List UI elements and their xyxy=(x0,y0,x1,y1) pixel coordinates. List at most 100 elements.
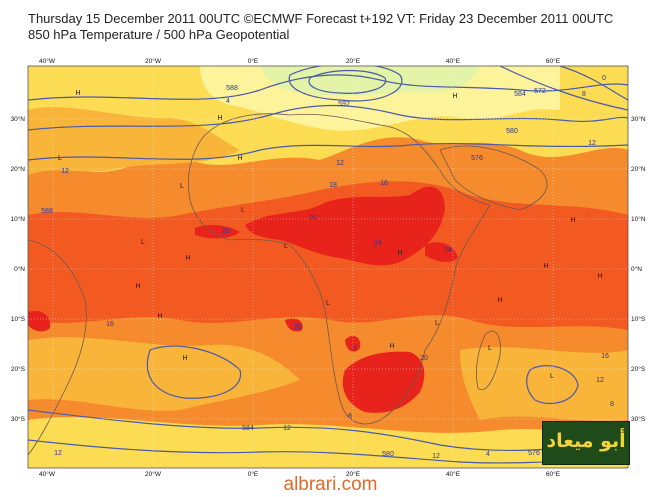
pressure-center-label: L xyxy=(326,300,330,307)
pressure-center-label: L xyxy=(141,239,145,246)
lat-label-right: 30°S xyxy=(631,415,646,423)
contour-labels: 24 20 20 24 20 20 18 16 16 12 12 12 12 12 12 8 8 8 4 4 0 16 12… xyxy=(41,75,614,460)
lat-label-left: 20°N xyxy=(10,165,25,173)
lat-label-right: 10°S xyxy=(631,315,646,323)
contour-label: 20 xyxy=(309,215,317,222)
contour-label: 12 xyxy=(336,160,344,167)
longitude-labels-top: 40°W 20°W 0°E 20°E 40°E 60°E xyxy=(39,57,561,65)
contour-label: 4 xyxy=(226,98,230,105)
lat-label-left: 30°N xyxy=(10,115,25,123)
pressure-center-label: H xyxy=(182,355,187,362)
pressure-center-label: H xyxy=(237,155,242,162)
africa-coastline xyxy=(187,113,491,425)
hot-spot-west-africa xyxy=(195,225,240,239)
latitude-labels-left: 30°N 20°N 10°N 0°N 10°S 20°S 30°S xyxy=(10,115,25,423)
lon-label-bottom: 20°E xyxy=(346,470,361,478)
lat-label-right: 20°N xyxy=(631,165,646,173)
pressure-center-label: L xyxy=(58,155,62,162)
hot-spot-angola xyxy=(345,335,361,352)
contour-label: 12 xyxy=(54,450,62,457)
contour-label: 20 xyxy=(420,355,428,362)
lat-label-right: 20°S xyxy=(631,365,646,373)
lat-label-left: 10°N xyxy=(10,215,25,223)
contour-label: 24 xyxy=(444,247,452,254)
contour-label: 16 xyxy=(380,180,388,187)
pressure-center-label: H xyxy=(452,93,457,100)
contour-label: 12 xyxy=(283,425,291,432)
lon-label-bottom: 0°E xyxy=(248,470,259,478)
lat-label-left: 20°S xyxy=(11,365,26,373)
geopotential-contours xyxy=(28,66,628,464)
lon-label-top: 20°W xyxy=(145,57,162,65)
pressure-center-label: L xyxy=(241,207,245,214)
hot-spot-central-africa xyxy=(245,186,445,266)
pressure-center-label: L xyxy=(435,320,439,327)
lat-label-right: 10°N xyxy=(631,215,646,223)
contour-label: 12 xyxy=(596,377,604,384)
lat-label-right: 0°N xyxy=(631,265,642,273)
pressure-center-label: L xyxy=(488,345,492,352)
pressure-center-label: H xyxy=(75,90,80,97)
lon-label-top: 20°E xyxy=(346,57,361,65)
pressure-center-label: H xyxy=(389,343,394,350)
pressure-center-label: H xyxy=(185,255,190,262)
contour-label: 12 xyxy=(432,453,440,460)
lon-label-top: 40°W xyxy=(39,57,56,65)
logo-text: أبو ميعاد xyxy=(546,430,626,452)
contour-label: 576 xyxy=(528,450,540,457)
longitude-labels-bottom: 40°W 20°W 0°E 20°E 40°E 60°E xyxy=(39,470,561,478)
pressure-center-label: H xyxy=(135,283,140,290)
contour-label: 588 xyxy=(41,208,53,215)
lat-label-left: 0°N xyxy=(14,265,25,273)
pressure-center-label: H xyxy=(157,313,162,320)
temp-band-amber-southeast xyxy=(460,347,628,422)
contour-label: 20 xyxy=(222,228,230,235)
contour-label: 24 xyxy=(374,240,382,247)
contour-label: 12 xyxy=(588,140,596,147)
field-subtitle: 850 hPa Temperature / 500 hPa Geopotenti… xyxy=(28,27,290,42)
lon-label-bottom: 60°E xyxy=(546,470,561,478)
pressure-center-label: L xyxy=(284,243,288,250)
hot-spot-east-africa xyxy=(425,242,458,262)
lon-label-top: 40°E xyxy=(446,57,461,65)
contour-label: 0 xyxy=(602,75,606,82)
site-watermark[interactable]: albrari.com xyxy=(283,474,378,495)
south-america-coastline xyxy=(28,239,87,456)
pressure-center-label: H xyxy=(543,263,548,270)
lon-label-top: 0°E xyxy=(248,57,259,65)
lat-label-right: 30°N xyxy=(631,115,646,123)
lat-label-left: 30°S xyxy=(11,415,26,423)
lon-label-bottom: 40°W xyxy=(39,470,56,478)
pressure-center-label: H xyxy=(397,250,402,257)
contour-label: 592 xyxy=(338,101,350,108)
temp-band-amber-northwest xyxy=(28,107,240,175)
contour-label: 584 xyxy=(514,91,526,98)
contour-label: 12 xyxy=(61,168,69,175)
contour-label: 580 xyxy=(506,128,518,135)
lon-label-bottom: 40°E xyxy=(446,470,461,478)
contour-label: 588 xyxy=(226,85,238,92)
pressure-center-label: H xyxy=(597,273,602,280)
contour-label: 584 xyxy=(242,425,254,432)
contour-label: 16 xyxy=(601,353,609,360)
lat-label-left: 10°S xyxy=(11,315,26,323)
graticule xyxy=(28,66,628,468)
pressure-centers: H H H H H H H H H H H H H H L L L L L L L L L xyxy=(58,90,602,380)
pressure-center-label: H xyxy=(217,115,222,122)
pressure-center-label: H xyxy=(497,297,502,304)
contour-label: 8 xyxy=(353,345,357,352)
arabic-logo: أبو ميعاد xyxy=(542,421,630,465)
latitude-labels-right: 30°N 20°N 10°N 0°N 10°S 20°S 30°S xyxy=(631,115,646,423)
lon-label-top: 60°E xyxy=(546,57,561,65)
contour-label: 580 xyxy=(382,451,394,458)
forecast-title: Thursday 15 December 2011 00UTC ©ECMWF F… xyxy=(28,11,614,26)
lon-label-bottom: 20°W xyxy=(145,470,162,478)
hot-spot-southwest xyxy=(285,318,303,332)
temp-band-amber-south xyxy=(28,337,300,411)
chart-header: Thursday 15 December 2011 00UTC ©ECMWF F… xyxy=(28,11,613,43)
contour-label: 8 xyxy=(582,91,586,98)
contour-label: 16 xyxy=(106,321,114,328)
contour-label: 8 xyxy=(348,413,352,420)
temp-band-yellow-south xyxy=(28,417,628,468)
